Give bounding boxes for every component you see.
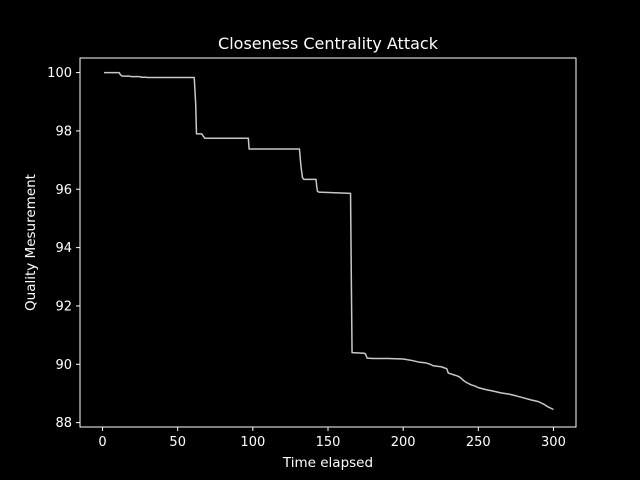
axis-ticks: 0 50 100 150 200 250 300 88 90 92 94 96 98 100 <box>47 66 566 450</box>
x-tick-label: 150 <box>316 435 341 450</box>
series-layer <box>104 71 554 411</box>
y-tick-label: 96 <box>55 183 72 198</box>
x-tick-label: 50 <box>169 435 186 450</box>
x-tick-label: 0 <box>98 435 106 450</box>
x-tick-label: 100 <box>240 435 265 450</box>
x-axis-label: Time elapsed <box>282 455 373 471</box>
x-tick-label: 250 <box>466 435 491 450</box>
x-tick-label: 200 <box>391 435 416 450</box>
chart-title: Closeness Centrality Attack <box>218 34 439 53</box>
plot-area-frame <box>79 57 577 428</box>
y-tick-label: 100 <box>47 66 72 81</box>
y-tick-label: 92 <box>55 299 72 314</box>
y-axis-label: Quality Mesurement <box>23 174 39 311</box>
y-tick-label: 98 <box>55 124 72 139</box>
y-tick-label: 90 <box>55 358 72 373</box>
x-tick-label: 300 <box>541 435 566 450</box>
y-tick-label: 94 <box>55 241 72 256</box>
y-tick-label: 88 <box>55 416 72 431</box>
series-line <box>104 71 554 411</box>
